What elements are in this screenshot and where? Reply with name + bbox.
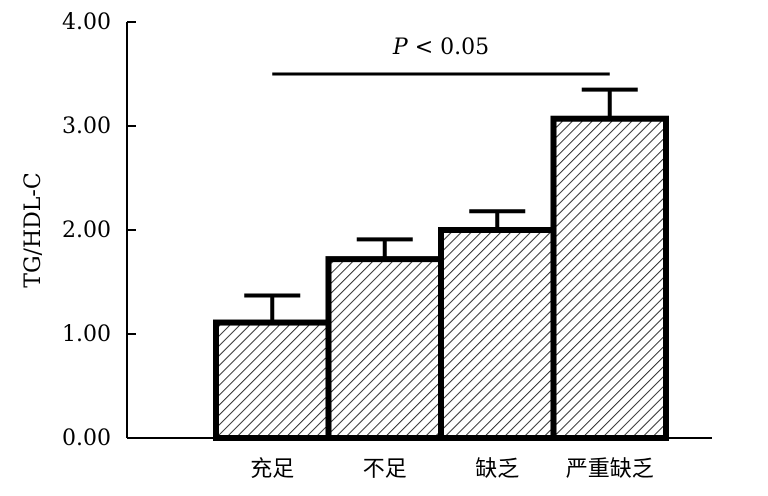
bar [550, 115, 669, 441]
y-axis-label: TG/HDL-C [21, 172, 46, 287]
y-ticks-group: 0.00 1.00 2.00 3.00 4.00 [62, 10, 136, 451]
significance-p: P [392, 35, 409, 60]
x-category-label: 充足 [250, 457, 294, 482]
y-tick-label: 4.00 [62, 10, 111, 35]
bars-group [213, 87, 669, 441]
significance-text: P < 0.05 [392, 35, 489, 60]
x-category-label: 缺乏 [475, 457, 519, 482]
significance-annotation: P < 0.05 [272, 35, 610, 76]
significance-value: < 0.05 [408, 35, 489, 60]
x-category-label: 不足 [363, 457, 407, 482]
bar [438, 227, 557, 441]
bar [325, 256, 444, 441]
y-tick-label: 3.00 [62, 114, 111, 139]
y-tick-label: 0.00 [62, 426, 111, 451]
x-category-label: 严重缺乏 [566, 457, 654, 482]
y-tick-label: 2.00 [62, 218, 111, 243]
y-tick-label: 1.00 [62, 322, 111, 347]
x-categories-group: 充足 不足 缺乏 严重缺乏 [250, 457, 654, 482]
bar [213, 319, 332, 441]
